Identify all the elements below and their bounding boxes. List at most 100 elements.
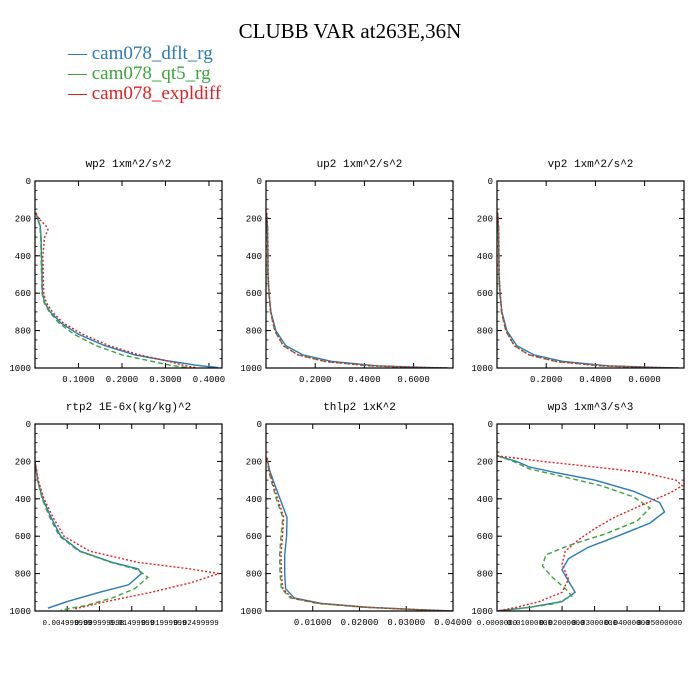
panel-4: rtp2 1E-6x(kg/kg)^2 0 200 400 600 800 1000 0.00… [9, 402, 223, 628]
y-tick-label: 0 [257, 177, 262, 187]
y-tick-label: 800 [15, 570, 31, 580]
panel-title: up2 1xm^2/s^2 [317, 159, 403, 171]
y-tick-label: 200 [246, 214, 262, 224]
y-tick-label: 600 [246, 289, 262, 299]
legend-label-dflt: cam078_dflt_rg [91, 43, 213, 64]
y-tick-label: 800 [15, 327, 31, 337]
panel-title: vp2 1xm^2/s^2 [548, 159, 634, 171]
series-line-3 [266, 212, 446, 368]
y-tick-label: 0 [26, 177, 31, 187]
y-tick-label: 600 [246, 532, 262, 542]
series-line-2 [35, 212, 188, 368]
x-tick-label: 0.009999998 [75, 620, 125, 628]
legend-label-qt5: cam078_qt5_rg [91, 63, 211, 84]
panel-title: wp3 1xm^3/s^3 [548, 402, 634, 414]
y-tick-label: 1000 [471, 607, 493, 617]
x-tick-label: 0.03000 [387, 618, 425, 628]
plot-frame [496, 423, 685, 612]
series-line-1 [266, 457, 453, 611]
y-tick-label: 0 [488, 420, 493, 430]
legend-dash-expldiff: — [68, 83, 92, 104]
y-tick-label: 600 [15, 289, 31, 299]
panel-6: wp3 1xm^3/s^3020040060080010000.00000000… [471, 402, 685, 628]
plot-frame [265, 180, 454, 369]
plot-frame [496, 180, 685, 369]
series-line-2 [35, 461, 149, 611]
series-line-1 [497, 212, 680, 368]
y-tick-label: 400 [15, 252, 31, 262]
panel-title: thlp2 1xK^2 [323, 402, 396, 414]
x-tick-label: 0.04000000 [605, 620, 651, 628]
x-tick-label: 0.01000000 [507, 620, 553, 628]
figure-title: CLUBB VAR at263E,36N [238, 19, 462, 43]
series-line-1 [266, 212, 449, 368]
x-tick-label: 0.01499999 [109, 620, 154, 628]
y-tick-label: 0 [26, 420, 31, 430]
x-tick-label: 0.03000000 [572, 620, 618, 628]
x-tick-label: 0.02499999 [174, 620, 219, 628]
series-line-2 [266, 457, 449, 611]
panel-3: vp2 1xm^2/s^2 0 200 400 600 800 1000 0.2000 0.40… [471, 159, 685, 385]
y-tick-label: 400 [477, 252, 493, 262]
legend-item-expldiff: — cam078_expldiff [68, 84, 221, 104]
y-tick-label: 800 [246, 570, 262, 580]
y-tick-label: 1000 [240, 607, 262, 617]
x-tick-label: 0.04000 [434, 618, 472, 628]
x-tick-label: 0.004999999 [42, 620, 92, 628]
panel-title: wp2 1xm^2/s^2 [86, 159, 172, 171]
legend-label-expldiff: cam078_expldiff [91, 83, 222, 104]
y-tick-label: 1000 [9, 364, 31, 374]
y-tick-label: 400 [246, 495, 262, 505]
x-tick-label: 0.01000 [294, 618, 332, 628]
legend: — cam078_dflt_rg — cam078_qt5_rg — cam07… [68, 44, 221, 104]
x-tick-label: 0.02000 [341, 618, 379, 628]
series-line-2 [497, 212, 670, 368]
x-tick-label: 0.01999999 [141, 620, 186, 628]
legend-item-qt5: — cam078_qt5_rg [68, 64, 221, 84]
y-tick-label: 200 [246, 457, 262, 467]
series-line-3 [35, 461, 220, 610]
x-tick-label: 0.4000 [193, 375, 225, 385]
legend-item-dflt: — cam078_dflt_rg [68, 44, 221, 64]
x-tick-label: 0.6000 [628, 375, 660, 385]
x-tick-label: 0.4000 [579, 375, 611, 385]
x-tick-label: 0.0000000 [477, 620, 518, 628]
y-tick-label: 1000 [9, 607, 31, 617]
series-line-1 [497, 455, 666, 611]
y-tick-label: 200 [15, 214, 31, 224]
plot-frame [34, 423, 223, 612]
legend-dash-dflt: — [68, 43, 92, 64]
y-tick-label: 200 [477, 457, 493, 467]
x-tick-label: 0.2000 [530, 375, 562, 385]
y-tick-label: 800 [246, 327, 262, 337]
x-tick-label: 0.2000 [299, 375, 331, 385]
x-tick-label: 0.2000 [106, 375, 138, 385]
y-tick-label: 800 [477, 570, 493, 580]
series-line-1 [35, 461, 143, 609]
y-tick-label: 800 [477, 327, 493, 337]
plot-frame [265, 423, 454, 612]
y-tick-label: 400 [15, 495, 31, 505]
series-line-3 [266, 457, 451, 611]
x-tick-label: 0.05000000 [637, 620, 683, 628]
x-tick-label: 0.3000 [149, 375, 181, 385]
series-line-2 [266, 212, 439, 368]
series-line-3 [497, 455, 684, 611]
y-tick-label: 600 [477, 289, 493, 299]
x-tick-label: 0.6000 [397, 375, 429, 385]
series-line-3 [497, 212, 677, 368]
x-tick-label: 0.1000 [62, 375, 94, 385]
x-tick-label: 0.02000000 [540, 620, 586, 628]
series-line-2 [497, 455, 651, 611]
panel-5: thlp2 1xK^2 0 200 400 600 800 1000 0.01000 0.020… [240, 402, 472, 628]
panel-title: rtp2 1E-6x(kg/kg)^2 [66, 402, 191, 414]
x-tick-label: 0.4000 [348, 375, 380, 385]
y-tick-label: 400 [477, 495, 493, 505]
legend-dash-qt5: — [68, 63, 92, 84]
y-tick-label: 600 [477, 532, 493, 542]
y-tick-label: 600 [15, 532, 31, 542]
plot-frame [34, 180, 223, 369]
y-tick-label: 1000 [471, 364, 493, 374]
